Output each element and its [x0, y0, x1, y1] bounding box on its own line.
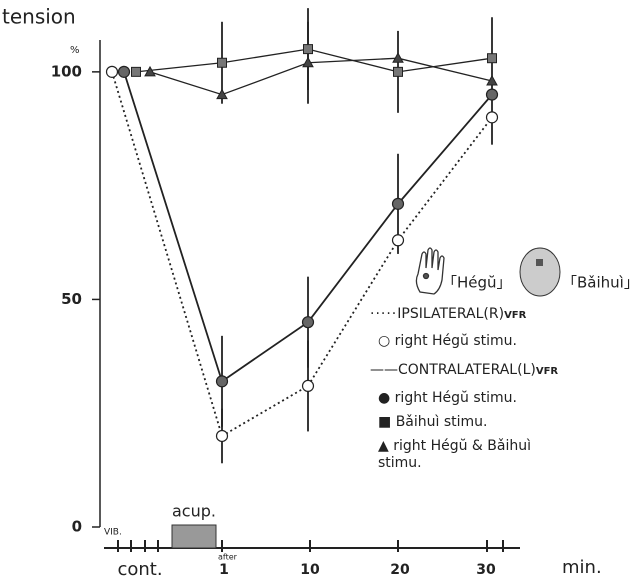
point [131, 66, 141, 77]
point [391, 197, 405, 210]
y-tick-label: 100 [51, 62, 82, 80]
legend-group-subscript: VFR [504, 310, 527, 321]
point [485, 111, 499, 124]
point [487, 53, 497, 64]
vib-label: VIB. [104, 528, 122, 538]
legend-label: right Hégŭ stimu. [394, 333, 518, 349]
legend-group-title: CONTRALATERAL(L) [398, 362, 536, 378]
x-tick-label: cont. [117, 559, 162, 580]
series-line [149, 57, 493, 96]
point [216, 88, 228, 100]
y-tick-label: 50 [61, 290, 82, 308]
series-line [111, 71, 493, 438]
point [391, 234, 405, 247]
legend-label: right Hégŭ & Bǎihuì stimu. [378, 438, 531, 471]
point [217, 57, 227, 68]
x-tick-label: 20 [390, 562, 410, 578]
y-unit: % [70, 45, 80, 56]
acup-box [171, 524, 217, 549]
head-icon [519, 247, 561, 297]
point [215, 429, 229, 443]
acup-label: acup. [172, 502, 216, 521]
point [393, 66, 403, 77]
legend-group: ·····IPSILATERAL(R)VFR [370, 306, 527, 322]
x-tick-label: 10 [300, 562, 320, 578]
baihui-label: 「Bǎihuì」 [562, 274, 639, 292]
point [117, 65, 131, 78]
point [301, 379, 315, 393]
legend-label: Bǎihuì stimu. [395, 414, 488, 430]
point [301, 316, 315, 329]
point [215, 375, 229, 388]
x-label: min. [562, 557, 602, 578]
point [392, 52, 404, 63]
legend-label: right Hégŭ stimu. [394, 390, 518, 406]
hegu-label: 「Hégŭ」 [442, 274, 512, 292]
point [303, 44, 313, 55]
hand-icon [415, 247, 445, 295]
time-ticks [117, 540, 504, 552]
point [485, 88, 499, 101]
legend-entry: ▲ right Hégŭ & Bǎihuì stimu. [378, 438, 531, 471]
legend-group-title: IPSILATERAL(R) [397, 306, 505, 322]
legend-group: ——CONTRALATERAL(L)VFR [370, 362, 559, 378]
point [105, 65, 119, 78]
point [486, 74, 498, 86]
after-label: after [218, 553, 238, 562]
x-tick-label: 30 [476, 562, 496, 578]
legend-entry: ○ right Hégŭ stimu. [378, 333, 518, 349]
legend-group-subscript: VFR [535, 366, 559, 377]
chart-title: tension [2, 5, 76, 29]
point [144, 65, 156, 77]
x-tick-label: 1 [219, 562, 229, 578]
legend-entry: ● right Hégŭ stimu. [378, 390, 518, 406]
y-tick-label: 0 [72, 518, 82, 536]
point [302, 56, 314, 68]
legend-entry: ■ Bǎihuì stimu. [378, 414, 488, 430]
